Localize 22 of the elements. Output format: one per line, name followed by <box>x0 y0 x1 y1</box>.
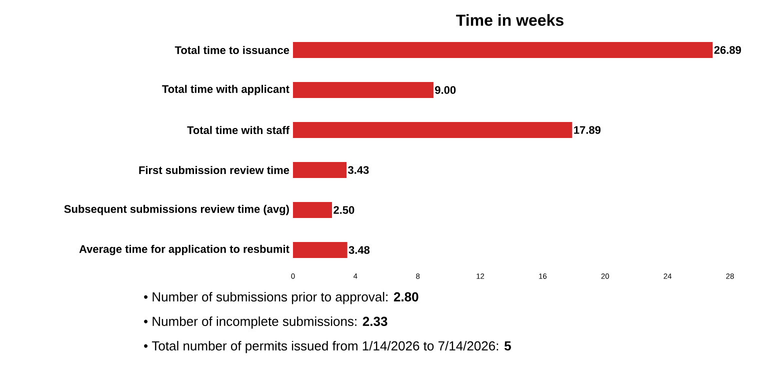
bar <box>293 242 348 258</box>
data-label: 9.00 <box>435 86 456 94</box>
data-label: 3.48 <box>348 246 370 254</box>
data-label: 3.43 <box>348 166 369 174</box>
bar <box>293 122 572 138</box>
y-tick-label: Total time with applicant <box>162 84 290 96</box>
data-label: 26.89 <box>714 46 741 54</box>
chart-title: Time in weeks <box>456 14 564 26</box>
bar <box>293 82 434 98</box>
data-label: 2.50 <box>334 206 354 214</box>
text: • Number of submissions prior to approval: 2.80 <box>144 292 418 304</box>
y-tick-label: Subsequent submissions review time (avg) <box>64 204 289 216</box>
bar <box>293 202 332 218</box>
bar <box>293 42 713 58</box>
text: • Total number of permits issued from 1/14/2026 to 7/14/2026: 5 <box>144 340 511 354</box>
data-label: 17.89 <box>574 126 601 134</box>
y-tick-label: Total time with staff <box>187 126 290 134</box>
bar <box>293 162 347 178</box>
y-tick-label: Average time for application to resbumit <box>79 244 290 256</box>
y-tick-label: First submission review time <box>139 166 290 174</box>
text: • Number of incomplete submissions: 2.33 <box>144 316 388 329</box>
y-tick-label: Total time to issuance <box>174 46 290 54</box>
